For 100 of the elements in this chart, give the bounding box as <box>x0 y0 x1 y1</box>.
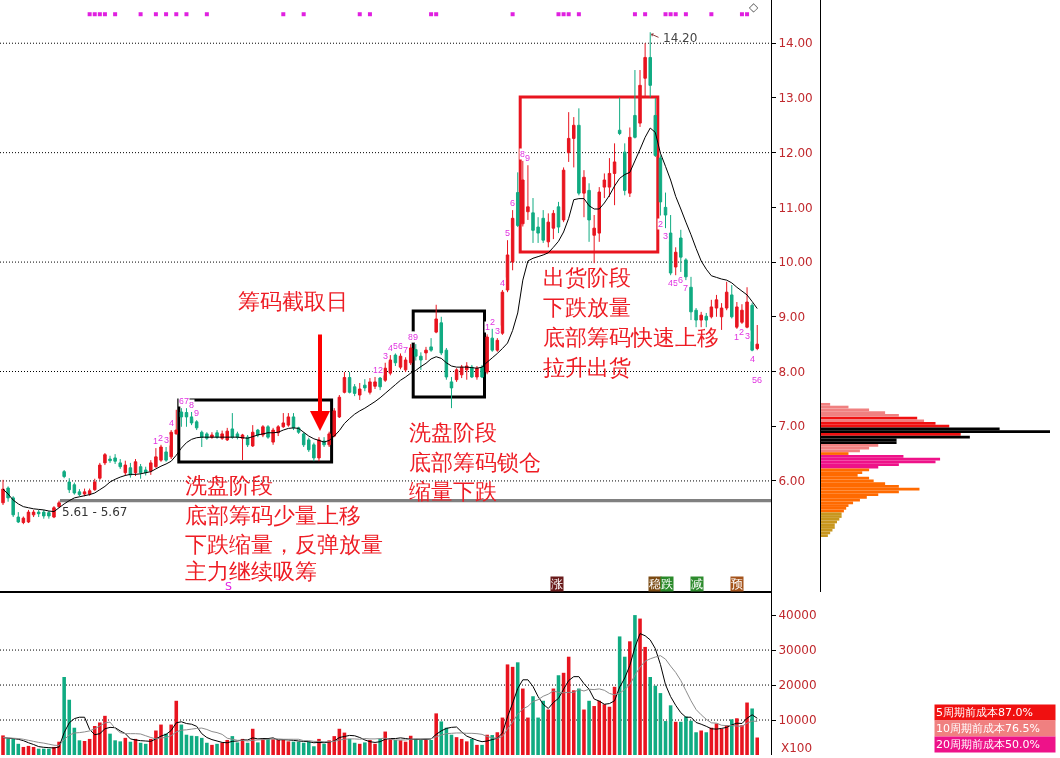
bar <box>821 487 920 491</box>
candlestick <box>658 154 663 217</box>
candlestick <box>434 304 438 334</box>
text: 2 <box>739 327 745 337</box>
candlestick <box>617 96 622 136</box>
bar <box>439 721 444 755</box>
candlestick <box>673 246 678 276</box>
bar <box>821 504 849 507</box>
text: 3 <box>164 435 170 445</box>
text: 7 <box>403 345 409 355</box>
candlestick <box>429 337 433 353</box>
candlestick <box>21 516 26 525</box>
text: 2 <box>490 317 496 327</box>
y-tick-label: 7.00 <box>778 419 806 434</box>
candlestick <box>628 126 632 198</box>
y-tick-label: 12.00 <box>778 145 813 160</box>
candlestick <box>118 458 122 470</box>
bar <box>256 742 260 755</box>
bar <box>628 641 632 755</box>
candlestick <box>123 460 128 477</box>
y-tick-label: 6.00 <box>778 474 806 489</box>
candlestick <box>62 469 66 479</box>
y-tick-label: 40000 <box>778 608 817 623</box>
candlestick <box>77 488 82 497</box>
candlestick <box>194 419 199 431</box>
y-tick-label: 11.00 <box>778 200 813 215</box>
y-tick-label: 10.00 <box>778 255 813 270</box>
y-tick-label: 13.00 <box>778 91 813 106</box>
candlestick <box>750 302 754 352</box>
candlestick <box>633 69 637 139</box>
annotation: 稳 <box>649 577 661 591</box>
text: 4 <box>388 343 394 353</box>
annotation: 洗盘阶段 <box>185 473 273 498</box>
bar <box>470 738 474 755</box>
bar <box>582 709 586 755</box>
candlestick <box>230 412 235 440</box>
candlestick <box>189 411 194 426</box>
candlestick <box>485 333 489 375</box>
annotation: 底部筹码少量上移 <box>185 503 361 528</box>
candlestick <box>87 488 92 497</box>
candlestick <box>98 462 102 481</box>
candlestick <box>577 107 581 196</box>
bar <box>821 413 899 417</box>
candlestick <box>82 488 87 497</box>
bar <box>464 741 469 755</box>
line-series <box>2 655 758 747</box>
annotation: 缩量下跌 <box>409 479 497 504</box>
candlestick <box>510 209 515 271</box>
text: 8 <box>189 400 195 410</box>
text: 4 <box>169 418 175 428</box>
bar <box>383 731 387 755</box>
annotation: 下跌缩量，反弹放量 <box>185 532 383 557</box>
annotation: 14.20 <box>663 31 698 45</box>
candlestick <box>515 171 520 228</box>
annotation: ◇ <box>749 0 759 14</box>
candlestick <box>352 383 357 397</box>
candlestick <box>490 328 494 353</box>
candlestick <box>67 477 72 494</box>
text: 2 <box>378 365 384 375</box>
text: 6 <box>510 198 516 208</box>
text: 9 <box>413 332 419 342</box>
bar <box>322 743 326 755</box>
text: 4 <box>500 278 506 288</box>
candlestick <box>470 364 474 379</box>
bar <box>699 730 703 755</box>
candlestick <box>679 229 683 273</box>
candlestick <box>709 299 714 319</box>
bar <box>1 735 5 755</box>
candlestick <box>714 294 719 318</box>
annotation: 底部筹码快速上移 <box>543 325 719 350</box>
text: 56 <box>752 375 763 385</box>
annotation: 筹码截取日 <box>238 289 348 314</box>
bar <box>215 743 219 755</box>
bar <box>266 738 270 755</box>
bar <box>729 719 734 755</box>
candlestick <box>347 371 352 394</box>
bar <box>821 476 870 480</box>
candlestick <box>653 97 658 158</box>
candlestick <box>1 479 5 506</box>
text: 4 <box>750 354 756 364</box>
candlestick <box>602 172 607 199</box>
candlestick <box>16 511 21 524</box>
text: 5 <box>505 228 511 238</box>
annotation: 出货阶段 <box>543 265 631 290</box>
candlestick <box>317 436 321 462</box>
text: 7 <box>184 396 190 406</box>
bar <box>515 662 520 755</box>
bar <box>210 744 214 755</box>
bar <box>750 708 754 755</box>
candlestick <box>363 378 367 392</box>
bar <box>648 677 652 755</box>
candlestick <box>449 376 454 409</box>
candlestick <box>184 407 189 428</box>
candlestick <box>638 69 642 128</box>
text: 9 <box>525 153 531 163</box>
candlestick <box>755 324 759 351</box>
candlestick <box>179 407 184 428</box>
annotation: 预 <box>731 577 743 591</box>
text: 7 <box>683 283 689 293</box>
bar <box>755 737 760 755</box>
